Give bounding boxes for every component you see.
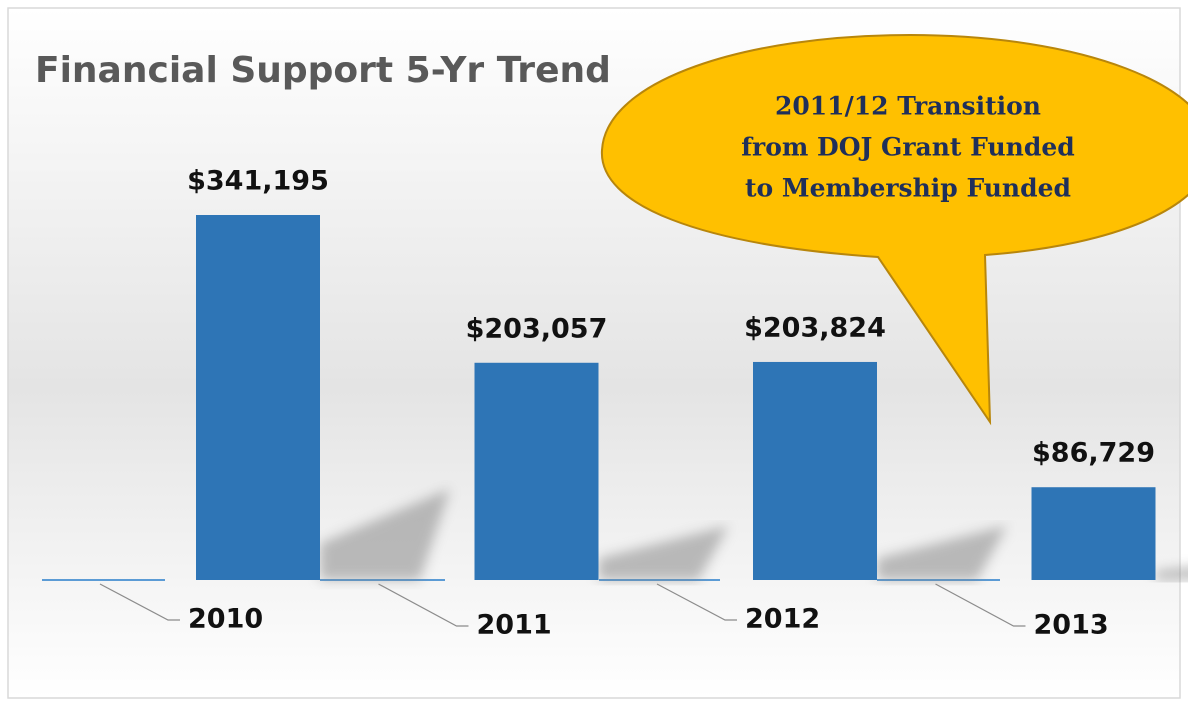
annotation-line: to Membership Funded <box>745 174 1071 203</box>
bar-shadow <box>320 488 450 580</box>
x-tick-label: 2011 <box>477 610 552 641</box>
leader-line <box>378 583 469 627</box>
callout-bubble <box>600 33 1188 426</box>
bar-shadow <box>598 525 729 580</box>
callout: 2011/12 Transition from DOJ Grant Funded… <box>600 33 1188 426</box>
data-label: $341,195 <box>187 166 329 197</box>
x-tick-label: 2012 <box>745 604 820 635</box>
leader-line <box>99 583 180 621</box>
bar-shadow <box>1155 567 1188 580</box>
bar <box>1031 487 1156 580</box>
leader-line <box>935 583 1026 627</box>
bar <box>196 215 320 580</box>
chart-title: Financial Support 5-Yr Trend <box>35 50 611 91</box>
data-label: $203,824 <box>744 312 886 343</box>
data-label: $203,057 <box>466 313 608 344</box>
x-tick-label: 2010 <box>188 604 263 635</box>
data-label: $86,729 <box>1032 438 1155 469</box>
x-tick-label: 2013 <box>1034 610 1109 641</box>
bar <box>474 362 599 580</box>
annotation-line: from DOJ Grant Funded <box>741 133 1074 162</box>
bar-shadow <box>877 525 1007 580</box>
leader-line <box>656 583 737 621</box>
bar <box>753 361 877 580</box>
annotation-line: 2011/12 Transition <box>775 92 1041 121</box>
